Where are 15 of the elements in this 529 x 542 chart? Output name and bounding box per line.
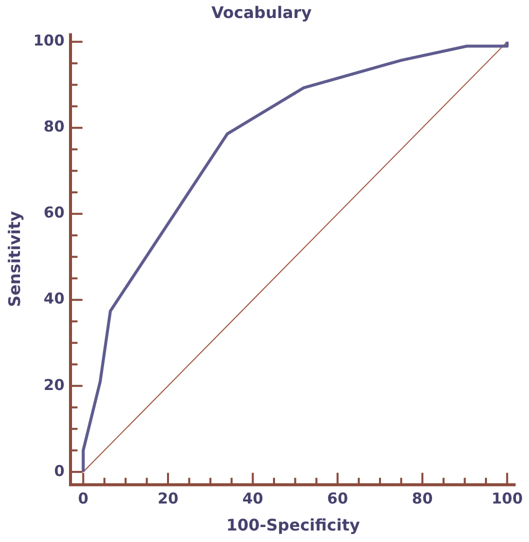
x-axis-title: 100-Specificity bbox=[226, 516, 361, 535]
x-tick-label: 80 bbox=[412, 490, 433, 508]
x-tick-label: 40 bbox=[242, 490, 264, 508]
x-tick-label: 0 bbox=[78, 490, 88, 508]
y-tick-label: 40 bbox=[44, 290, 65, 308]
y-tick-label: 60 bbox=[44, 204, 65, 222]
x-tick-label: 60 bbox=[327, 490, 348, 508]
y-tick-label: 0 bbox=[54, 462, 65, 480]
y-axis-title: Sensitivity bbox=[4, 210, 24, 307]
y-tick-label: 80 bbox=[44, 118, 65, 136]
y-tick-label: 20 bbox=[44, 376, 65, 394]
x-tick-label: 100 bbox=[492, 490, 523, 508]
y-tick-label: 100 bbox=[33, 32, 65, 50]
chart-title: Vocabulary bbox=[211, 2, 312, 22]
x-tick-label: 20 bbox=[158, 490, 178, 508]
